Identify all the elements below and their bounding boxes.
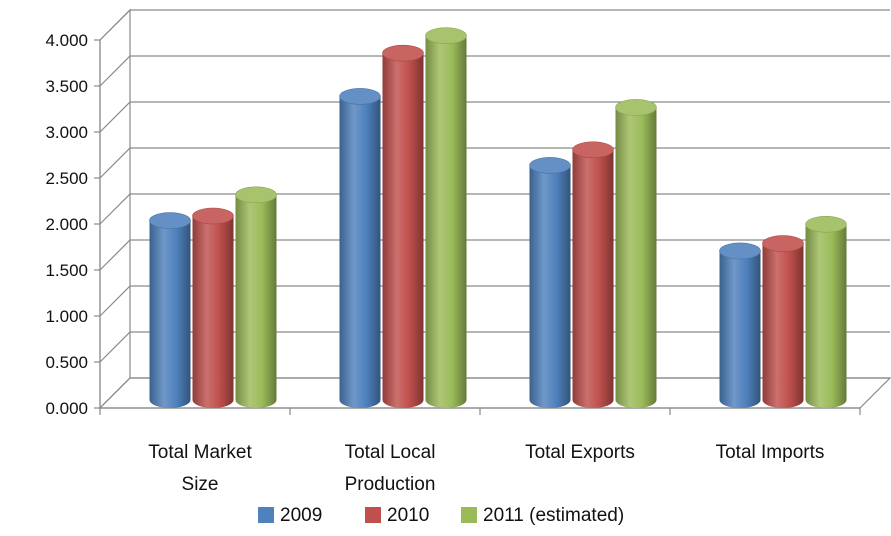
y-tick-label: 0.500: [45, 353, 88, 372]
bar: [149, 212, 191, 408]
bar: [762, 235, 804, 408]
bar-top: [805, 215, 847, 233]
y-tick-label: 0.000: [45, 399, 88, 418]
bars: [149, 27, 847, 409]
bar-body: [615, 107, 657, 408]
legend-swatch: [365, 507, 381, 523]
y-tick-label: 3.500: [45, 77, 88, 96]
bar-body: [339, 96, 381, 409]
bar-body: [192, 216, 234, 408]
bar: [192, 207, 234, 408]
bar-body: [762, 243, 804, 408]
legend-label: 2010: [387, 505, 429, 526]
y-tick-label: 1.500: [45, 261, 88, 280]
bar-body: [529, 165, 571, 408]
gridline: [99, 101, 890, 133]
legend-label: 2011 (estimated): [483, 505, 624, 526]
gridline: [99, 55, 890, 87]
gridline: [99, 147, 890, 179]
bar-top: [149, 212, 191, 229]
bar: [572, 141, 614, 408]
legend: 2009 2010 2011 (estimated): [258, 505, 624, 526]
bar-top: [762, 235, 804, 252]
bar-top: [425, 27, 467, 44]
gridline: [99, 9, 890, 41]
bar-body: [425, 35, 467, 409]
bar-top: [719, 242, 761, 260]
y-tick-label: 1.000: [45, 307, 88, 326]
bar: [719, 242, 761, 408]
bar: [235, 186, 277, 408]
legend-label: 2009: [280, 505, 322, 526]
bar-top: [572, 141, 614, 159]
bar: [529, 157, 571, 408]
bar-body: [805, 224, 847, 408]
bar: [805, 215, 847, 408]
bar-body: [719, 250, 761, 408]
labels: 0.000 0.500 1.000 1.500 2.000 2.500 3.000 3.500…: [45, 31, 824, 495]
bar: [425, 27, 467, 409]
bar-top: [529, 157, 571, 174]
bar: [615, 99, 657, 408]
x-category-label: Total Imports: [716, 442, 825, 463]
x-category-label: Production: [345, 474, 436, 495]
bar-body: [572, 149, 614, 408]
x-category-label: Size: [182, 474, 219, 495]
legend-swatch: [461, 507, 477, 523]
y-tick-label: 2.000: [45, 215, 88, 234]
bar-body: [382, 53, 424, 408]
y-tick-label: 4.000: [45, 31, 88, 50]
bar-top: [192, 207, 234, 225]
legend-swatch: [258, 507, 274, 523]
bar: [339, 88, 381, 409]
bar: [382, 44, 424, 408]
bar-top: [339, 88, 381, 105]
x-category-label: Total Local: [345, 442, 436, 463]
bar-body: [235, 194, 277, 408]
bar-top: [615, 99, 657, 116]
axes: [94, 39, 861, 415]
bar-top: [235, 186, 277, 204]
bar-top: [382, 44, 424, 62]
y-tick-label: 2.500: [45, 169, 88, 188]
bar-body: [149, 220, 191, 408]
y-tick-label: 3.000: [45, 123, 88, 142]
x-category-label: Total Market: [148, 442, 252, 463]
x-category-label: Total Exports: [525, 442, 635, 463]
